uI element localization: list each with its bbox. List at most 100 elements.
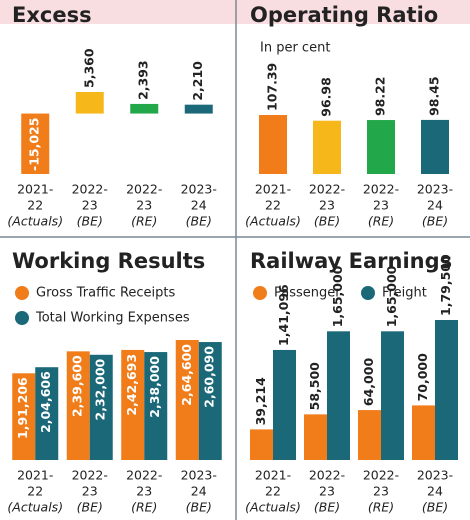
legend-label: Passenger [274,286,341,301]
x-tick-label: (BE) [422,500,448,515]
chart-title: Working Results [12,249,205,273]
chart-title: Operating Ratio [250,3,438,27]
x-tick-label: 23 [319,484,335,499]
x-tick-label: 23 [82,484,98,499]
x-tick-label: (RE) [131,214,157,229]
x-tick-label: 2022- [309,468,345,483]
data-label: 70,000 [415,353,430,402]
x-tick-label: (BE) [422,214,448,229]
data-label: 1,65,000 [384,265,399,327]
bar [175,340,199,460]
x-tick-label: (Actuals) [7,500,63,515]
x-tick-label: 2022- [363,468,399,483]
data-label: 2,210 [190,61,205,101]
bar [327,331,350,460]
x-tick-label: (Actuals) [245,214,301,229]
x-tick-label: (RE) [368,214,394,229]
bar [421,119,449,174]
data-label: 39,214 [253,377,268,426]
data-label: 1,41,096 [276,284,291,346]
bar [273,349,296,460]
data-label: 98.22 [373,76,388,116]
bar [130,103,159,114]
legend-label: Freight [382,286,427,301]
data-label: 2,39,600 [70,355,85,417]
bar [313,120,341,174]
x-tick-label: 2022- [72,468,108,483]
legend-marker [15,311,29,325]
bar [367,120,395,174]
x-tick-label: 24 [191,484,207,499]
data-label: 5,360 [81,48,96,88]
x-tick-label: 2022- [126,182,162,197]
bar [144,352,168,460]
x-tick-label: 2023- [181,468,217,483]
x-tick-label: 24 [191,198,207,213]
data-label: -15,025 [27,118,42,171]
data-label: 96.98 [319,77,334,117]
x-tick-label: 2022- [72,182,108,197]
x-tick-label: 23 [136,484,152,499]
data-label: 2,42,693 [124,354,139,416]
bar [198,342,222,460]
bar [75,92,104,114]
x-tick-label: 23 [82,198,98,213]
x-tick-label: 2023- [417,182,453,197]
bar [250,429,273,460]
x-tick-label: 22 [27,484,43,499]
x-tick-label: (RE) [131,500,157,515]
data-label: 1,79,500 [438,254,453,316]
x-tick-label: (BE) [314,500,340,515]
data-label: 2,38,000 [147,356,162,418]
chart-subtitle: In per cent [260,41,330,56]
chart-title: Railway Earnings [250,249,452,273]
bar [412,405,435,460]
bar [184,104,213,114]
legend-marker [361,286,375,300]
legend-marker [15,286,29,300]
data-label: 2,64,600 [179,344,194,406]
x-tick-label: 2023- [181,182,217,197]
bar [89,354,113,460]
bar [381,331,404,460]
data-label: 2,04,606 [38,371,53,433]
x-tick-label: 24 [427,484,443,499]
legend-label: Total Working Expenses [35,311,190,326]
bar [66,351,90,460]
x-tick-label: 2022- [363,182,399,197]
bar [121,349,145,460]
bar [304,414,327,460]
data-label: 2,60,090 [202,346,217,408]
x-tick-label: (RE) [368,500,394,515]
bar [35,367,59,460]
x-tick-label: 2021- [17,182,53,197]
data-label: 2,32,000 [93,358,108,420]
x-tick-label: 23 [373,198,389,213]
legend-marker [253,286,267,300]
x-tick-label: 2022- [309,182,345,197]
x-tick-label: 22 [265,484,281,499]
x-tick-label: 2022- [126,468,162,483]
chart-title: Excess [12,3,92,27]
x-tick-label: (BE) [77,214,103,229]
x-tick-label: 2023- [417,468,453,483]
data-label: 107.39 [265,63,280,111]
bar [435,320,458,460]
x-tick-label: 23 [373,484,389,499]
data-label: 1,65,000 [330,265,345,327]
legend-label: Gross Traffic Receipts [36,286,176,301]
bar [259,115,287,174]
x-tick-label: (BE) [186,214,212,229]
x-tick-label: 2021- [255,182,291,197]
x-tick-label: 23 [319,198,335,213]
x-tick-label: 22 [265,198,281,213]
x-tick-label: (BE) [186,500,212,515]
data-label: 64,000 [361,358,376,407]
x-tick-label: (Actuals) [245,500,301,515]
bar [12,373,36,460]
x-tick-label: 23 [136,198,152,213]
x-tick-label: (Actuals) [7,214,63,229]
x-tick-label: 22 [27,198,43,213]
x-tick-label: 2021- [255,468,291,483]
